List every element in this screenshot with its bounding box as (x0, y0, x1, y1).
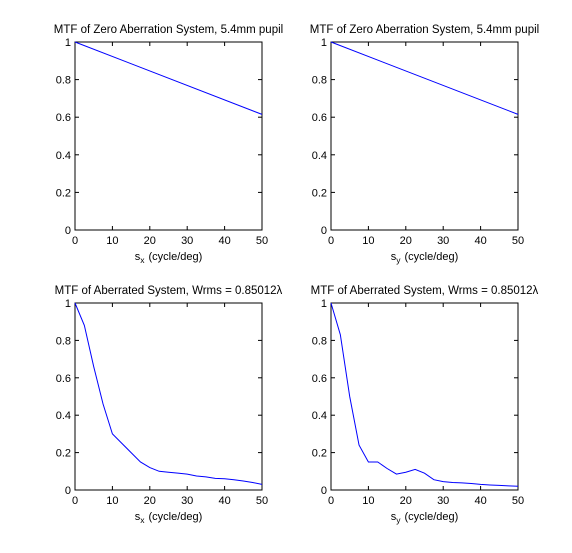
x-tick-label: 20 (400, 235, 412, 247)
x-tick-label: 40 (474, 235, 486, 247)
chart-title: MTF of Zero Aberration System, 5.4mm pup… (54, 24, 283, 36)
x-axis-label: sx (cycle/deg) (135, 511, 203, 525)
x-tick-label: 0 (72, 235, 78, 247)
x-tick-label: 10 (106, 235, 118, 247)
chart-panel-1: MTF of Zero Aberration System, 5.4mm pup… (54, 24, 283, 265)
x-axis-label-unit: (cycle/deg) (404, 511, 458, 523)
axes-box (330, 41, 519, 231)
mtf-series-line (74, 302, 263, 485)
x-tick-label: 30 (181, 495, 193, 507)
x-tick-label: 20 (400, 495, 412, 507)
y-tick-label: 0.2 (312, 448, 327, 460)
x-tick-label: 0 (72, 495, 78, 507)
y-tick-label: 0.6 (312, 373, 327, 385)
mtf-series-line (74, 41, 263, 115)
x-tick-label: 50 (512, 235, 524, 247)
y-tick-label: 0.6 (56, 373, 71, 385)
x-axis-label-subscript: x (140, 255, 145, 265)
y-tick-label: 0 (65, 225, 71, 237)
y-tick-label: 0.8 (56, 75, 71, 87)
x-axis-label-unit: (cycle/deg) (404, 251, 458, 263)
chart-panel-4: MTF of Aberrated System, Wrms = 0.85012λ… (311, 285, 539, 525)
mtf-series-line (330, 41, 519, 115)
axes-box (330, 302, 519, 491)
y-tick-label: 0 (65, 485, 71, 497)
y-tick-label: 0.2 (312, 187, 327, 199)
x-tick-label: 30 (437, 235, 449, 247)
x-tick-label: 0 (328, 495, 334, 507)
x-tick-label: 40 (218, 495, 230, 507)
y-tick-label: 0.8 (312, 335, 327, 347)
x-tick-label: 10 (106, 495, 118, 507)
x-tick-label: 40 (218, 235, 230, 247)
y-tick-label: 0.6 (312, 112, 327, 124)
x-tick-label: 50 (256, 495, 268, 507)
chart-title: MTF of Zero Aberration System, 5.4mm pup… (310, 24, 539, 36)
y-tick-label: 1 (321, 298, 327, 310)
y-tick-label: 0.4 (312, 150, 327, 162)
y-tick-label: 0.2 (56, 448, 71, 460)
y-tick-label: 0 (321, 225, 327, 237)
y-tick-label: 0.4 (56, 150, 71, 162)
x-axis-label-unit: (cycle/deg) (148, 251, 202, 263)
x-axis-label: sy (cycle/deg) (391, 511, 459, 525)
y-tick-label: 0.4 (56, 410, 71, 422)
mtf-series-line (330, 302, 519, 487)
x-tick-label: 20 (144, 235, 156, 247)
x-tick-label: 10 (362, 235, 374, 247)
x-axis-label-subscript: x (140, 515, 145, 525)
y-tick-label: 0.8 (312, 75, 327, 87)
y-tick-label: 0.6 (56, 112, 71, 124)
x-axis-label-unit: (cycle/deg) (148, 511, 202, 523)
x-tick-label: 0 (328, 235, 334, 247)
x-axis-label: sy (cycle/deg) (391, 251, 459, 265)
x-axis-label: sx (cycle/deg) (135, 251, 203, 265)
y-tick-label: 0.2 (56, 187, 71, 199)
x-axis-label-subscript: y (396, 515, 401, 525)
x-tick-label: 30 (437, 495, 449, 507)
x-tick-label: 30 (181, 235, 193, 247)
y-tick-label: 0 (321, 485, 327, 497)
x-axis-label-symbol: s (135, 251, 141, 263)
x-tick-label: 50 (256, 235, 268, 247)
x-tick-label: 10 (362, 495, 374, 507)
chart-title: MTF of Aberrated System, Wrms = 0.85012λ (311, 285, 539, 297)
x-axis-label-symbol: s (391, 511, 397, 523)
axes-box (74, 302, 263, 491)
x-tick-label: 40 (474, 495, 486, 507)
y-tick-label: 0.8 (56, 335, 71, 347)
chart-title: MTF of Aberrated System, Wrms = 0.85012λ (55, 285, 283, 297)
y-tick-label: 1 (321, 37, 327, 49)
x-axis-label-symbol: s (135, 511, 141, 523)
axes-box (74, 41, 263, 231)
chart-panel-2: MTF of Zero Aberration System, 5.4mm pup… (310, 24, 539, 265)
chart-panel-3: MTF of Aberrated System, Wrms = 0.85012λ… (55, 285, 283, 525)
y-tick-label: 1 (65, 298, 71, 310)
x-axis-label-subscript: y (396, 255, 401, 265)
y-tick-label: 0.4 (312, 410, 327, 422)
x-axis-label-symbol: s (391, 251, 397, 263)
x-tick-label: 20 (144, 495, 156, 507)
x-tick-label: 50 (512, 495, 524, 507)
y-tick-label: 1 (65, 37, 71, 49)
